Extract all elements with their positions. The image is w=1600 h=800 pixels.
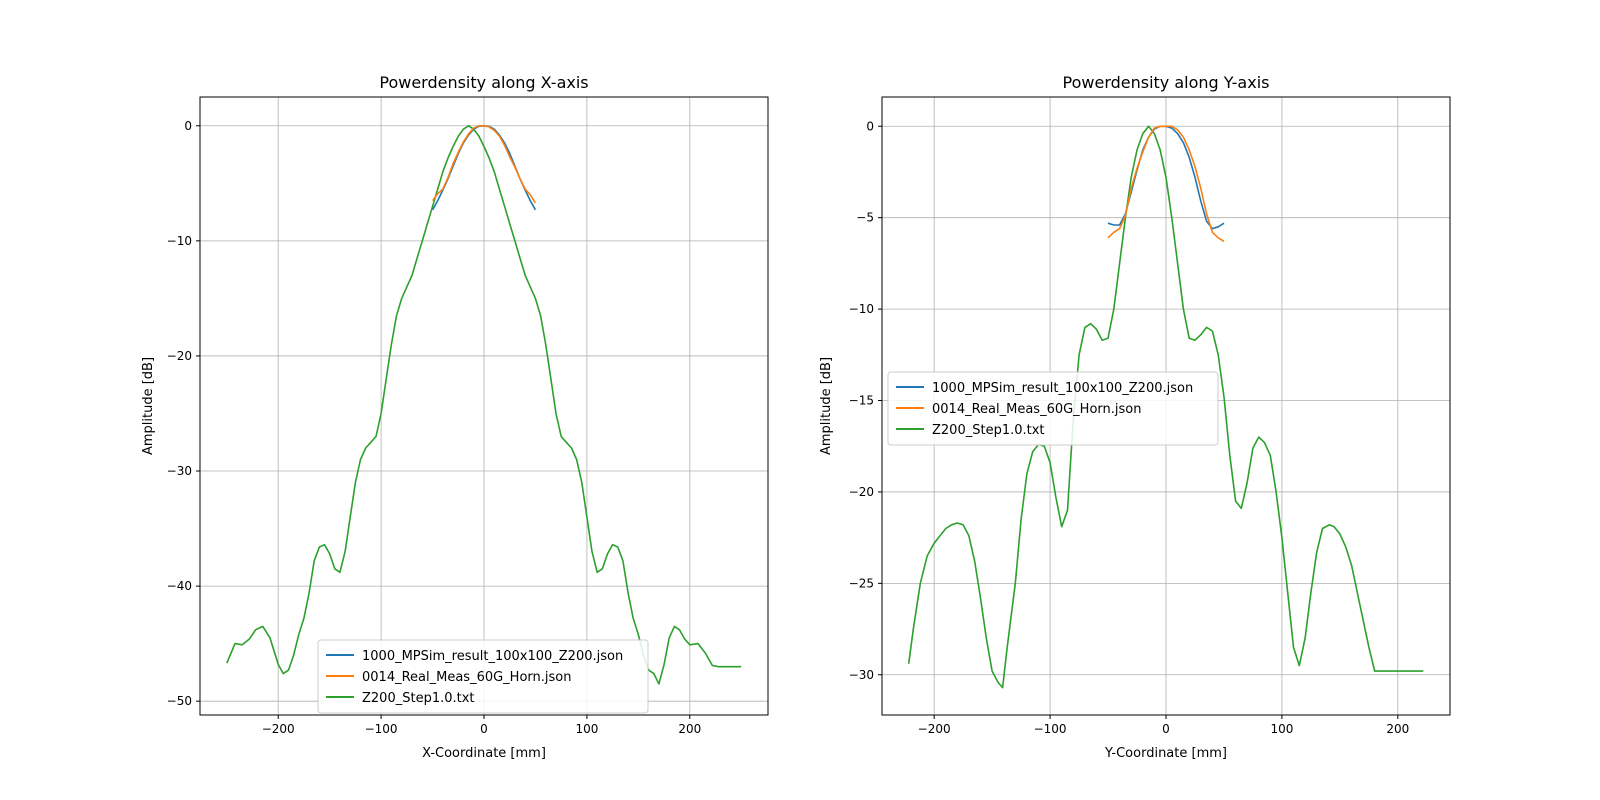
y-tick-label: −20 bbox=[167, 349, 192, 363]
ticks-y: −200 −100 0 100 200 0 −5 −10 −15 −20 −25 −30 bbox=[849, 119, 1410, 736]
y-axis-label-y: Amplitude [dB] bbox=[819, 357, 834, 455]
x-axis-label-y: Y-Coordinate [mm] bbox=[1104, 746, 1227, 761]
x-axis-label-x: X-Coordinate [mm] bbox=[422, 746, 546, 761]
ticks-x: −200 −100 0 100 200 0 −10 −20 −30 −40 −50 bbox=[167, 119, 702, 736]
legend-label: Z200_Step1.0.txt bbox=[362, 691, 475, 706]
y-tick-label: −5 bbox=[856, 211, 874, 225]
y-tick-label: −20 bbox=[849, 485, 874, 499]
legend-box bbox=[317, 639, 649, 714]
x-tick-label: −200 bbox=[918, 722, 951, 736]
legend-y: 1000_MPSim_result_100x100_Z200.json 0014_… bbox=[887, 371, 1219, 446]
x-tick-label: 100 bbox=[575, 722, 598, 736]
x-tick-label: 200 bbox=[1386, 722, 1409, 736]
series-line-2 bbox=[431, 125, 537, 204]
series-line-2 bbox=[1107, 125, 1225, 243]
x-tick-label: −200 bbox=[262, 722, 295, 736]
x-tick-label: 0 bbox=[1162, 722, 1170, 736]
chart-title-y: Powerdensity along Y-axis bbox=[1063, 73, 1270, 92]
chart-title-x: Powerdensity along X-axis bbox=[379, 73, 588, 92]
x-tick-label: 100 bbox=[1270, 722, 1293, 736]
legend-label: Z200_Step1.0.txt bbox=[932, 423, 1045, 438]
y-tick-label: −10 bbox=[849, 302, 874, 316]
legend-label: 0014_Real_Meas_60G_Horn.json bbox=[932, 402, 1141, 417]
y-tick-label: 0 bbox=[184, 119, 192, 133]
y-tick-label: −50 bbox=[167, 694, 192, 708]
y-axis-label-x: Amplitude [dB] bbox=[141, 357, 156, 455]
y-tick-label: −15 bbox=[849, 394, 874, 408]
y-tick-label: −30 bbox=[849, 668, 874, 682]
x-tick-label: −100 bbox=[365, 722, 398, 736]
x-tick-label: 200 bbox=[678, 722, 701, 736]
y-tick-label: −25 bbox=[849, 576, 874, 590]
x-tick-label: −100 bbox=[1034, 722, 1067, 736]
lines-y bbox=[907, 125, 1424, 689]
y-tick-label: −10 bbox=[167, 234, 192, 248]
series-line-3 bbox=[907, 125, 1424, 689]
y-tick-label: −30 bbox=[167, 464, 192, 478]
legend-x: 1000_MPSim_result_100x100_Z200.json 0014_… bbox=[317, 639, 649, 714]
legend-box bbox=[887, 371, 1219, 446]
y-tick-label: 0 bbox=[866, 119, 874, 133]
subplot-y-axis: −200 −100 0 100 200 0 −5 −10 −15 −20 −25 −30 Powerd… bbox=[819, 73, 1451, 761]
legend-label: 1000_MPSim_result_100x100_Z200.json bbox=[932, 381, 1193, 396]
y-tick-label: −40 bbox=[167, 579, 192, 593]
legend-label: 0014_Real_Meas_60G_Horn.json bbox=[362, 670, 571, 685]
x-tick-label: 0 bbox=[480, 722, 488, 736]
legend-label: 1000_MPSim_result_100x100_Z200.json bbox=[362, 649, 623, 664]
subplot-x-axis: −200 −100 0 100 200 0 −10 −20 −30 −40 −50 Powerden… bbox=[141, 73, 769, 761]
